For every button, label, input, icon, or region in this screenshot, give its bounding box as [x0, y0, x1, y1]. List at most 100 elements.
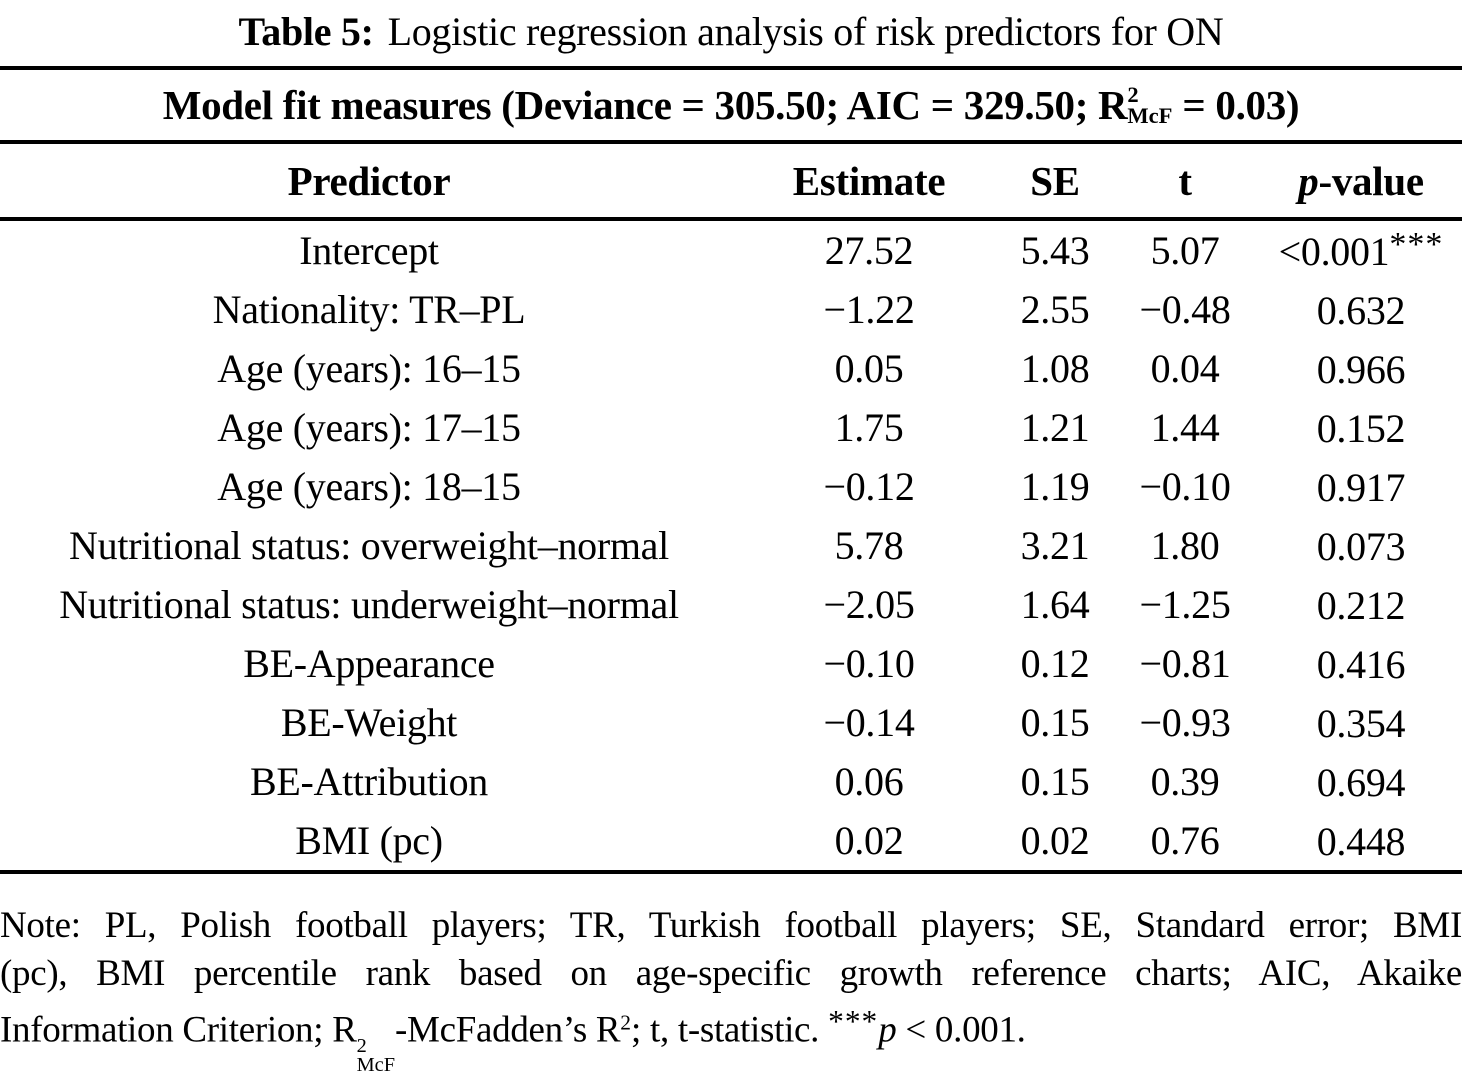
rule-above-note: [0, 870, 1462, 874]
col-header-predictor: Predictor: [0, 144, 738, 221]
table-body: Intercept 27.52 5.43 5.07 <0.001*** Nati…: [0, 219, 1462, 870]
cell-t: −0.48: [1139, 287, 1231, 332]
cell-t: −0.93: [1139, 700, 1231, 745]
cell-pvalue: 0.694: [1260, 752, 1462, 811]
cell-predictor: Age (years): 16–15: [217, 346, 521, 391]
cell-t: −1.25: [1139, 582, 1231, 627]
cell-estimate: 27.52: [824, 228, 914, 273]
p-value-text: 0.416: [1316, 642, 1406, 688]
p-value-text: 0.354: [1316, 701, 1406, 747]
cell-estimate: 0.02: [834, 818, 904, 863]
cell-pvalue: 0.354: [1260, 693, 1462, 752]
cell-pvalue: 0.416: [1260, 634, 1462, 693]
r-squared-sup: 2: [356, 1034, 367, 1057]
regression-table: Predictor Estimate SE t p-value Intercep…: [0, 144, 1462, 870]
table-caption: Table 5: Logistic regression analysis of …: [0, 0, 1462, 66]
p-value-text: 0.152: [1316, 406, 1406, 452]
cell-se: 2.55: [1020, 287, 1090, 332]
p-value-text: <0.001: [1278, 229, 1390, 275]
significance-stars: ***: [828, 1004, 879, 1039]
r-squared-sub: McF: [1127, 103, 1173, 128]
cell-estimate: 5.78: [834, 523, 904, 568]
table-caption-label: Table 5:: [238, 9, 374, 54]
cell-estimate: −0.10: [823, 641, 915, 686]
table-caption-text: Logistic regression analysis of risk pre…: [387, 9, 1224, 54]
cell-se: 1.19: [1020, 464, 1090, 509]
cell-estimate: −2.05: [823, 582, 915, 627]
cell-predictor: BE-Attribution: [249, 759, 488, 804]
p-value-text: 0.073: [1316, 524, 1406, 570]
significance-stars: ***: [1389, 225, 1444, 263]
table-row: Age (years): 17–15 1.75 1.21 1.44 0.152: [0, 398, 1462, 457]
cell-pvalue: 0.212: [1260, 575, 1462, 634]
cell-t: −0.81: [1139, 641, 1231, 686]
col-header-se: SE: [1000, 144, 1110, 221]
cell-estimate: 0.06: [834, 759, 904, 804]
table-row: BE-Appearance −0.10 0.12 −0.81 0.416: [0, 634, 1462, 693]
r-squared-sup: 2: [1127, 81, 1139, 107]
note-text: < 0.001.: [896, 1009, 1026, 1051]
cell-pvalue: 0.448: [1260, 811, 1462, 870]
cell-estimate: −1.22: [823, 287, 915, 332]
model-fit-row: Model fit measures (Deviance = 305.50; A…: [0, 70, 1462, 140]
cell-estimate: −0.14: [823, 700, 915, 745]
cell-estimate: 0.05: [834, 346, 904, 391]
note-text: ; t, t-statistic.: [631, 1009, 829, 1051]
cell-se: 1.64: [1020, 582, 1090, 627]
cell-predictor: Age (years): 18–15: [217, 464, 521, 509]
rule-top: [0, 66, 1462, 70]
col-header-estimate: Estimate: [738, 144, 1000, 221]
note-text: Information Criterion; R: [0, 1009, 357, 1051]
table-row: Intercept 27.52 5.43 5.07 <0.001***: [0, 219, 1462, 280]
note-line-1: Note: PL, Polish football players; TR, T…: [0, 905, 1462, 946]
cell-pvalue: 0.917: [1260, 457, 1462, 516]
model-fit-text: Model fit measures (Deviance = 305.50; A…: [162, 82, 1128, 128]
table-row: BE-Weight −0.14 0.15 −0.93 0.354: [0, 693, 1462, 752]
cell-pvalue: 0.073: [1260, 516, 1462, 575]
cell-predictor: Age (years): 17–15: [217, 405, 521, 450]
note-line-2: (pc), BMI percentile rank based on age-s…: [0, 953, 1462, 994]
cell-predictor: Nutritional status: overweight–normal: [69, 523, 669, 568]
p-value-text: 0.448: [1316, 819, 1406, 865]
p-italic: p: [878, 1009, 897, 1051]
p-value-text: 0.917: [1316, 465, 1406, 511]
p-value-text: 0.212: [1316, 583, 1406, 629]
table-row: Nationality: TR–PL −1.22 2.55 −0.48 0.63…: [0, 280, 1462, 339]
cell-predictor: BE-Appearance: [243, 641, 495, 686]
model-fit-value: = 0.03): [1172, 82, 1300, 128]
col-header-pvalue: p-value: [1260, 144, 1462, 221]
cell-t: 0.76: [1150, 818, 1220, 863]
cell-t: −0.10: [1139, 464, 1231, 509]
cell-predictor: Intercept: [299, 228, 439, 273]
table-row: Nutritional status: overweight–normal 5.…: [0, 516, 1462, 575]
table-row: BE-Attribution 0.06 0.15 0.39 0.694: [0, 752, 1462, 811]
cell-estimate: 1.75: [834, 405, 904, 450]
cell-predictor: BMI (pc): [295, 818, 443, 863]
cell-estimate: −0.12: [823, 464, 915, 509]
cell-se: 0.15: [1020, 700, 1090, 745]
cell-se: 0.15: [1020, 759, 1090, 804]
col-header-t: t: [1110, 144, 1260, 221]
p-value-text: 0.694: [1316, 760, 1406, 806]
cell-pvalue: 0.966: [1260, 339, 1462, 398]
cell-t: 0.39: [1150, 759, 1220, 804]
r-squared-mcf: 2 McF: [1127, 81, 1173, 128]
r-squared-mcf-note: 2 McF: [356, 1034, 395, 1075]
cell-t: 0.04: [1150, 346, 1220, 391]
cell-t: 1.44: [1150, 405, 1220, 450]
cell-predictor: Nutritional status: underweight–normal: [59, 582, 679, 627]
table-row: Age (years): 16–15 0.05 1.08 0.04 0.966: [0, 339, 1462, 398]
p-value-text: 0.966: [1316, 347, 1406, 393]
cell-t: 1.80: [1150, 523, 1220, 568]
cell-se: 1.21: [1020, 405, 1090, 450]
cell-pvalue: <0.001***: [1260, 219, 1462, 280]
rule-below-modelfit: [0, 140, 1462, 144]
cell-predictor: Nationality: TR–PL: [212, 287, 526, 332]
r-squared-sup: 2: [620, 1010, 632, 1035]
note-line-3: Information Criterion; R 2 McF -McFadden’s …: [0, 998, 1462, 1075]
p-italic: p: [1298, 157, 1319, 204]
cell-pvalue: 0.152: [1260, 398, 1462, 457]
table-note: Note: PL, Polish football players; TR, T…: [0, 874, 1462, 1075]
note-text: -McFadden’s R: [395, 1009, 621, 1051]
